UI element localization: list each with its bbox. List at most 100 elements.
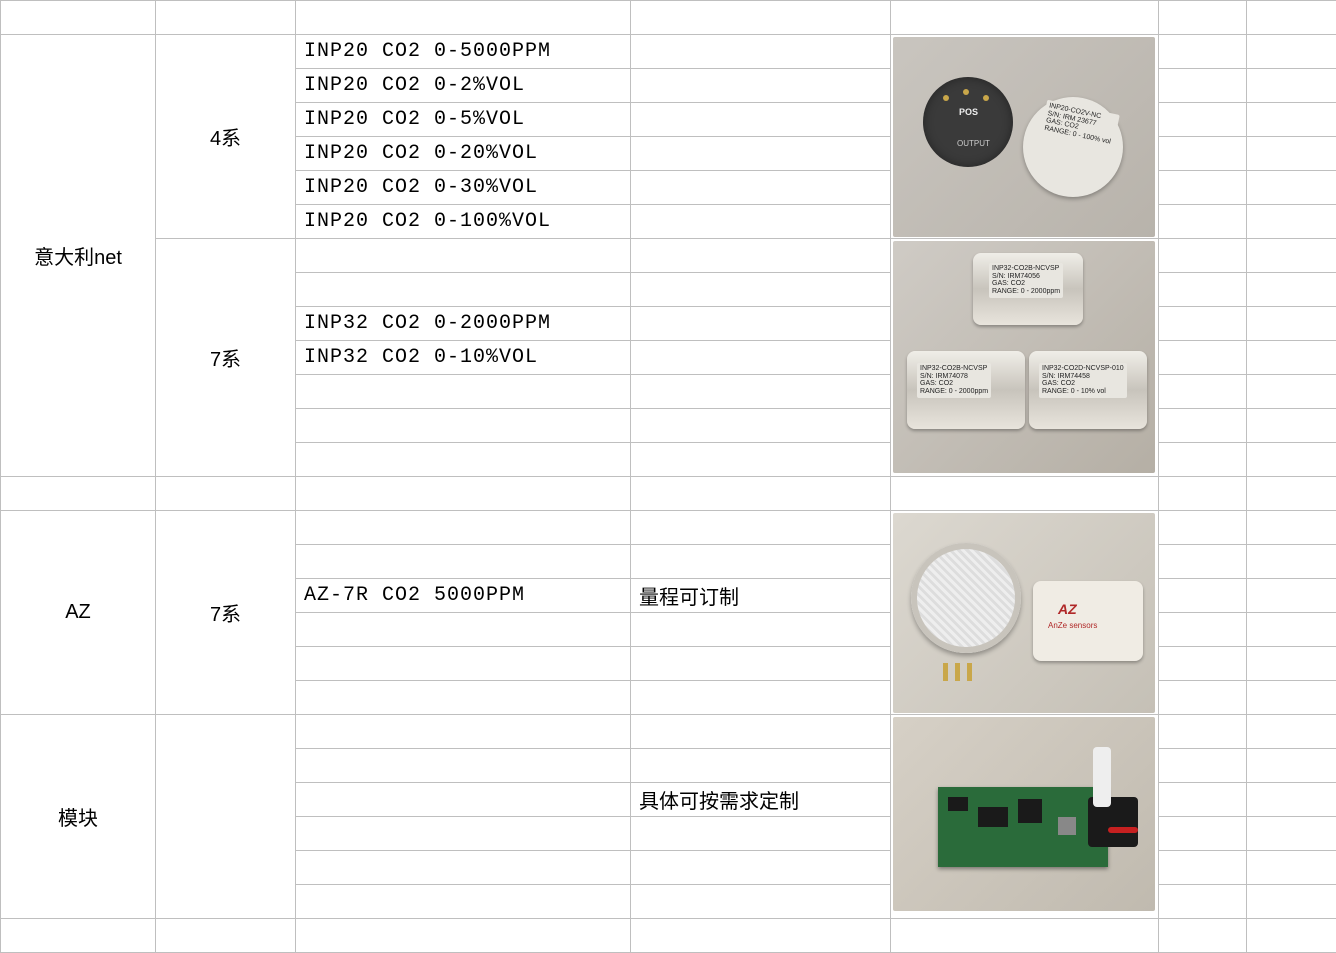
spec-cell	[296, 409, 631, 443]
cell	[1159, 613, 1247, 647]
wire-icon	[1108, 827, 1138, 833]
cell	[1159, 35, 1247, 69]
cell	[631, 851, 891, 885]
cell	[1159, 579, 1247, 613]
cell	[1159, 307, 1247, 341]
spec-cell	[296, 681, 631, 715]
cell	[1159, 477, 1247, 511]
cell	[156, 477, 296, 511]
spec-cell	[296, 273, 631, 307]
cell	[631, 817, 891, 851]
cell	[156, 919, 296, 953]
cell	[1247, 851, 1336, 885]
cell	[891, 477, 1159, 511]
cell	[1247, 681, 1336, 715]
spec-cell	[296, 885, 631, 919]
product-label: INP32-CO2B-NCVSP S/N: IRM74056 GAS: CO2 …	[989, 263, 1063, 298]
spec-cell	[296, 783, 631, 817]
spec-cell: INP20 CO2 0-20%VOL	[296, 137, 631, 171]
spec-cell: AZ-7R CO2 5000PPM	[296, 579, 631, 613]
cell	[1247, 1, 1336, 35]
cell	[296, 919, 631, 953]
cell	[1247, 579, 1336, 613]
spec-cell	[296, 613, 631, 647]
image-cell-inp20: OUTPUT POS INP20-CO2V-NC S/N: IRM 23677 …	[891, 35, 1159, 239]
table-row	[1, 919, 1336, 953]
series-cell-4: 4系	[156, 35, 296, 239]
cell	[156, 1, 296, 35]
cell	[1247, 817, 1336, 851]
series-cell-az7: 7系	[156, 511, 296, 715]
cell	[1159, 103, 1247, 137]
spec-cell: INP20 CO2 0-30%VOL	[296, 171, 631, 205]
spec-cell: INP20 CO2 0-5%VOL	[296, 103, 631, 137]
table-row	[1, 1, 1336, 35]
brand-cell-az: AZ	[1, 511, 156, 715]
product-image-inp20: OUTPUT POS INP20-CO2V-NC S/N: IRM 23677 …	[893, 37, 1155, 237]
spec-cell	[296, 545, 631, 579]
cell	[1247, 409, 1336, 443]
cell	[631, 171, 891, 205]
table-row: 模块	[1, 715, 1336, 749]
cell	[1159, 375, 1247, 409]
series-cell-7: 7系	[156, 239, 296, 477]
cell	[631, 409, 891, 443]
cell	[631, 69, 891, 103]
cell	[1247, 273, 1336, 307]
cell	[631, 307, 891, 341]
cell	[631, 749, 891, 783]
cell	[1247, 307, 1336, 341]
product-table: 意大利net 4系 INP20 CO2 0-5000PPM OUTPUT POS…	[0, 0, 1336, 953]
cell	[1247, 205, 1336, 239]
cell	[1159, 749, 1247, 783]
spreadsheet-table: 意大利net 4系 INP20 CO2 0-5000PPM OUTPUT POS…	[0, 0, 1336, 932]
cell	[631, 443, 891, 477]
cell	[1247, 69, 1336, 103]
cell	[1, 477, 156, 511]
table-row: 意大利net 4系 INP20 CO2 0-5000PPM OUTPUT POS…	[1, 35, 1336, 69]
product-label: INP32-CO2D-NCVSP-010 S/N: IRM74458 GAS: …	[1039, 363, 1127, 398]
cell	[1247, 545, 1336, 579]
spec-cell: INP32 CO2 0-2000PPM	[296, 307, 631, 341]
cell	[1159, 783, 1247, 817]
cell	[631, 137, 891, 171]
cell	[1, 1, 156, 35]
cell	[1247, 783, 1336, 817]
cell	[1247, 885, 1336, 919]
brand-cell-module: 模块	[1, 715, 156, 919]
cell	[1159, 341, 1247, 375]
cell	[631, 273, 891, 307]
spec-cell	[296, 443, 631, 477]
spec-cell	[296, 817, 631, 851]
cell	[1159, 171, 1247, 205]
product-image-module	[893, 717, 1155, 911]
cell	[631, 511, 891, 545]
sensor-icon: OUTPUT POS	[923, 77, 1013, 167]
spec-cell	[296, 715, 631, 749]
cell	[1159, 885, 1247, 919]
series-cell-module	[156, 715, 296, 919]
cell	[631, 477, 891, 511]
az-logo: AZ	[1058, 601, 1077, 617]
cell	[631, 341, 891, 375]
cell	[1159, 409, 1247, 443]
brand-cell-italy-net: 意大利net	[1, 35, 156, 477]
cell	[1247, 715, 1336, 749]
cell	[631, 919, 891, 953]
cell	[1247, 171, 1336, 205]
bracket-icon	[1093, 747, 1111, 807]
cell	[1247, 477, 1336, 511]
cell	[1247, 749, 1336, 783]
cell	[296, 1, 631, 35]
cell	[1159, 137, 1247, 171]
cell	[1247, 613, 1336, 647]
spec-cell	[296, 647, 631, 681]
cell	[631, 205, 891, 239]
cell	[1159, 1, 1247, 35]
cell	[631, 35, 891, 69]
cell	[1159, 715, 1247, 749]
cell	[1247, 919, 1336, 953]
cell	[631, 375, 891, 409]
product-label: INP32-CO2B-NCVSP S/N: IRM74078 GAS: CO2 …	[917, 363, 991, 398]
az-brand-label: AnZe sensors	[1048, 621, 1097, 630]
